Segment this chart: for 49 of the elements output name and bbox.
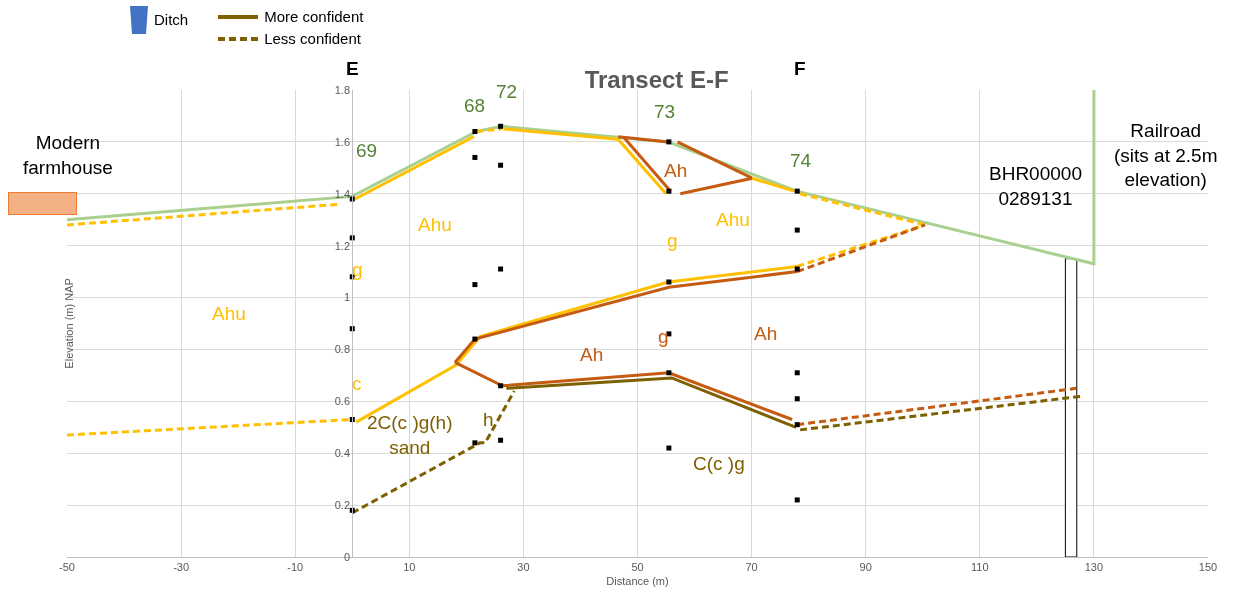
- annotation: Ahu: [418, 214, 452, 235]
- annotation: Ahu: [716, 209, 750, 230]
- annotation: 2C(c )g(h) sand: [367, 412, 453, 458]
- x-tick-label: -50: [59, 561, 75, 574]
- x-tick-label: 30: [517, 561, 530, 574]
- x-tick-label: -30: [173, 561, 190, 574]
- x-tick-label: 130: [1084, 561, 1104, 574]
- legend-label: More confident: [264, 7, 364, 27]
- legend-label: Less confident: [264, 29, 361, 49]
- y-axis-title: Elevation (m) NAP: [62, 278, 75, 369]
- chart-title: Transect E-F: [584, 66, 729, 94]
- x-tick-label: 150: [1198, 561, 1218, 574]
- annotation: BHR00000 0289131: [989, 163, 1082, 209]
- annotation: Modern farmhouse: [23, 132, 113, 178]
- y-tick-label: 1.6: [334, 135, 351, 148]
- x-tick-label: 90: [859, 561, 872, 574]
- annotation: 74: [790, 150, 812, 171]
- y-tick-label: 1.2: [334, 239, 351, 252]
- y-tick-label: 1.8: [334, 83, 351, 96]
- annotation: Ah: [754, 323, 778, 344]
- annotation: 68: [464, 95, 486, 116]
- x-tick-label: 110: [971, 561, 989, 574]
- x-tick-label: 50: [631, 561, 644, 574]
- annotation: Ahu: [212, 303, 246, 324]
- annotation: g: [667, 230, 678, 251]
- annotation: Ah: [580, 344, 604, 365]
- x-tick-label: 70: [745, 561, 758, 574]
- legend-label: Ditch: [154, 10, 189, 30]
- annotation: g: [658, 326, 669, 347]
- y-tick-label: 1: [343, 291, 351, 304]
- y-tick-label: 0: [343, 550, 351, 563]
- annotation: 69: [356, 140, 378, 161]
- annotation: h: [483, 409, 494, 430]
- x-tick-label: -10: [287, 561, 304, 574]
- y-tick-label: 0.4: [334, 447, 351, 460]
- y-tick-label: 0.6: [334, 395, 351, 408]
- annotation: Railroad (sits at 2.5m elevation): [1114, 120, 1218, 191]
- annotation: g: [352, 259, 363, 280]
- x-axis-title: Distance (m): [606, 575, 669, 588]
- annotation: 72: [496, 81, 518, 102]
- annotation: 73: [654, 101, 676, 122]
- y-tick-label: 0.2: [334, 498, 351, 511]
- annotation: Ah: [664, 160, 688, 181]
- text: F: [794, 58, 806, 79]
- y-tick-label: 0.8: [334, 343, 351, 356]
- annotation: C(c )g: [693, 453, 745, 474]
- annotation: c: [352, 373, 362, 394]
- x-tick-label: 10: [403, 561, 416, 574]
- text: E: [346, 58, 359, 79]
